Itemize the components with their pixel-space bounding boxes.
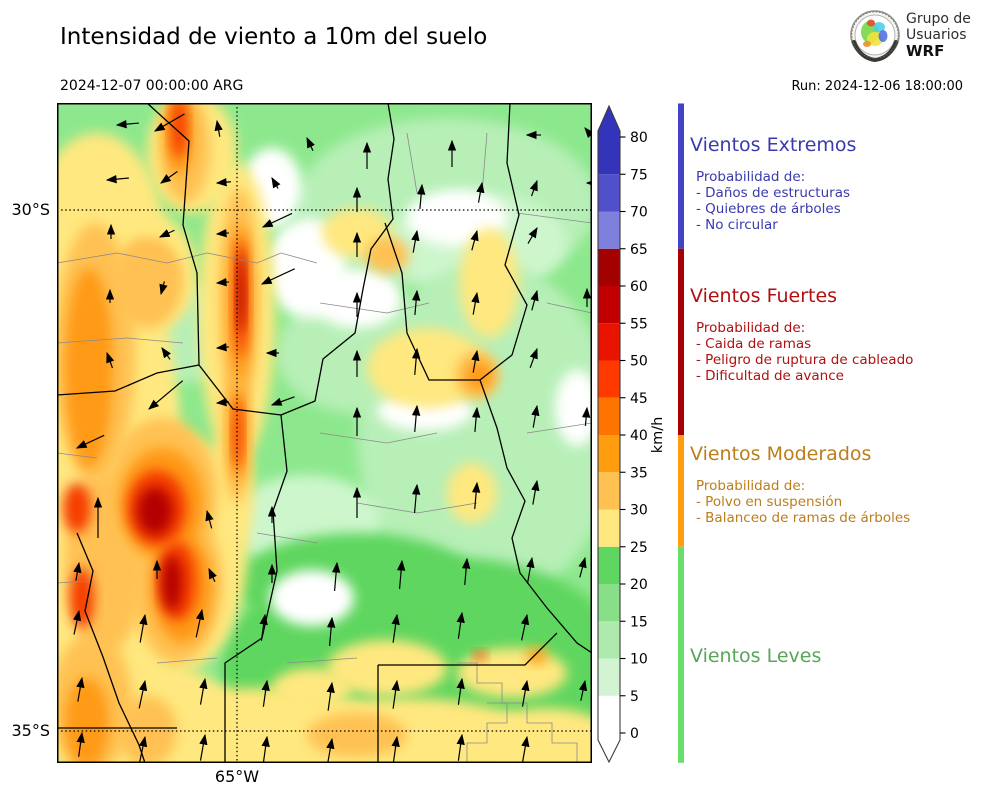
legend-bar-segment [678,546,684,763]
legend-section-subtitle: Probabilidad de: [696,320,806,336]
legend-section-subtitle: Probabilidad de: [696,478,806,494]
colorbar-tick-label: 5 [630,689,639,705]
legend-bar-segment [678,435,684,547]
colorbar-tick-label: 40 [630,428,648,444]
colorbar-tick-label: 35 [630,465,648,481]
logo-line1: Grupo de [906,11,971,27]
legend-bar-segment [678,248,684,435]
map-field [57,103,592,763]
legend-section-item: - Peligro de ruptura de cableado [696,352,914,368]
legend-section-item: - Polvo en suspensión [696,494,843,510]
legend-section-item: - Dificultad de avance [696,368,844,384]
colorbar-tick-label: 45 [630,391,648,407]
colorbar-tick-label: 70 [630,205,648,221]
legend-section-title: Vientos Extremos [690,134,857,156]
run-time-label: Run: 2024-12-06 18:00:00 [791,79,963,94]
colorbar-tick-label: 65 [630,242,648,258]
colorbar-tick-label: 25 [630,540,648,556]
admin-borders [57,103,592,763]
legend-section: Vientos Fuertes Probabilidad de: - Caida d… [690,285,1000,384]
legend-section-subtitle: Probabilidad de: [696,169,806,185]
graticule-lines [57,103,592,763]
wind-arrows [72,113,592,763]
legend-section-item: - Daños de estructuras [696,185,851,201]
colorbar-tick-label: 10 [630,652,648,668]
colorbar-tick-label: 50 [630,354,648,370]
colorbar-tick-label: 60 [630,279,648,295]
x-tick-label: 65°W [214,767,260,786]
legend-category-bar [678,103,684,763]
y-tick-label: 35°S [11,721,50,740]
legend-section-item: - Quiebres de árboles [696,201,841,217]
legend-section: Vientos Moderados Probabilidad de: - Polvo… [690,443,1000,526]
logo-map-blobs [861,19,888,47]
legend-section-title: Vientos Moderados [690,443,872,465]
legend-section-item: - No circular [696,217,778,233]
legend-section: Vientos Extremos Probabilidad de: - Daños … [690,134,1000,233]
wrf-logo-icon [850,10,900,63]
logo-text: Grupo de Usuarios WRF [906,11,971,59]
legend-section-title: Vientos Leves [690,645,822,667]
valid-time-label: 2024-12-07 00:00:00 ARG [60,78,244,94]
legend-section-item: - Caida de ramas [696,336,812,352]
legend-section-item: - Balanceo de ramas de árboles [696,510,911,526]
map-frame [57,103,592,763]
page-title: Intensidad de viento a 10m del suelo [60,24,488,50]
logo-line2: Usuarios [906,27,967,43]
colorbar-tick-label: 80 [630,130,648,146]
legend-section-title: Vientos Fuertes [690,285,838,307]
legend-bar-segment [678,103,684,249]
colorbar-tick-label: 75 [630,167,648,183]
colorbar-tick-label: 0 [630,726,639,742]
colorbar-tick-label: 20 [630,577,648,593]
colorbar-tick-label: 55 [630,316,648,332]
wind-map [57,103,592,763]
colorbar-unit-label: km/h [650,417,666,454]
colorbar-tick-label: 30 [630,503,648,519]
colorbar-tick-label: 15 [630,614,648,630]
logo-line3: WRF [906,42,945,60]
legend-section: Vientos Leves [690,645,1000,680]
y-tick-label: 30°S [11,200,50,219]
colorbar: 0 5 10 15 20 25 30 35 40 45 50 55 60 65 70 75 80 km/h [597,104,666,764]
